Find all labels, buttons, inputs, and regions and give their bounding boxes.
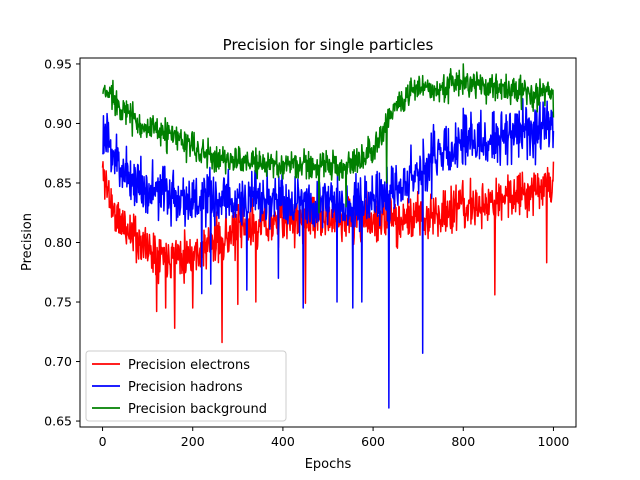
x-tick-label: 400 bbox=[271, 434, 295, 449]
chart-title: Precision for single particles bbox=[223, 36, 434, 54]
y-tick-label: 0.75 bbox=[44, 295, 72, 310]
x-axis: 0 200 400 600 800 1000 bbox=[99, 427, 570, 449]
x-tick-label: 0 bbox=[99, 434, 107, 449]
x-axis-label: Epochs bbox=[305, 457, 352, 472]
y-tick-label: 0.95 bbox=[44, 56, 72, 71]
legend-label-background: Precision background bbox=[128, 402, 267, 417]
y-tick-label: 0.65 bbox=[44, 414, 72, 429]
y-tick-label: 0.85 bbox=[44, 175, 72, 190]
x-tick-label: 600 bbox=[361, 434, 385, 449]
y-axis-label: Precision bbox=[20, 213, 35, 271]
y-tick-label: 0.90 bbox=[44, 116, 72, 131]
series-layer bbox=[101, 63, 555, 409]
series-line-precision-background bbox=[102, 63, 555, 214]
legend-box bbox=[85, 350, 287, 422]
legend-label-electrons: Precision electrons bbox=[128, 358, 250, 373]
y-axis: 0.65 0.70 0.75 0.80 0.85 0.90 0.95 bbox=[44, 56, 80, 429]
legend-label-hadrons: Precision hadrons bbox=[128, 380, 243, 395]
y-tick-label: 0.70 bbox=[44, 354, 72, 369]
y-tick-label: 0.80 bbox=[44, 235, 72, 250]
x-tick-label: 1000 bbox=[538, 434, 570, 449]
legend: Precision electrons Precision hadrons Pr… bbox=[85, 350, 287, 422]
series-line-precision-hadrons bbox=[101, 98, 555, 409]
x-tick-label: 200 bbox=[181, 434, 205, 449]
x-tick-label: 800 bbox=[451, 434, 475, 449]
